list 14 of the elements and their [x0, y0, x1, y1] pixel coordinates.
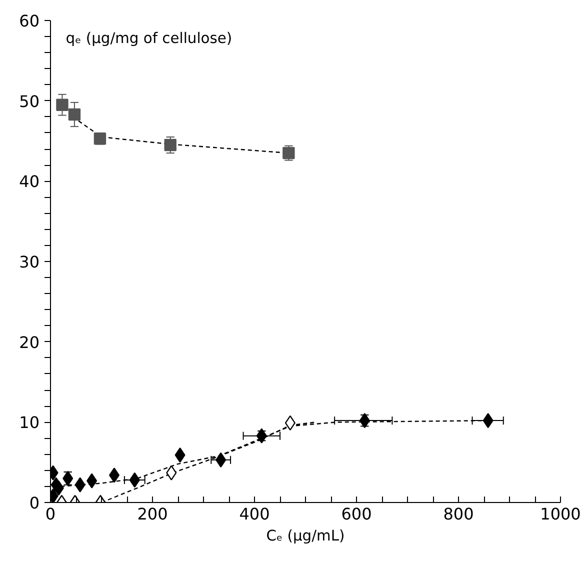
- x-tick-label: 0: [45, 504, 56, 524]
- y-tick-label: 60: [19, 12, 40, 30]
- x-tick-label: 1000: [540, 504, 581, 524]
- x-tick-label: 200: [137, 504, 168, 524]
- x-tick-label: 600: [341, 504, 372, 524]
- y-tick-label: 10: [19, 413, 40, 432]
- y-tick-label: 20: [19, 332, 40, 352]
- y-tick-label: 50: [19, 92, 40, 111]
- x-tick-label: 800: [443, 504, 474, 524]
- y-axis-title: qₑ (μg/mg of cellulose): [66, 30, 232, 47]
- y-tick-label: 30: [19, 252, 40, 272]
- x-axis-title: Cₑ (μg/mL): [266, 528, 345, 544]
- y-tick-label: 40: [19, 172, 40, 192]
- x-tick-label: 400: [239, 504, 270, 524]
